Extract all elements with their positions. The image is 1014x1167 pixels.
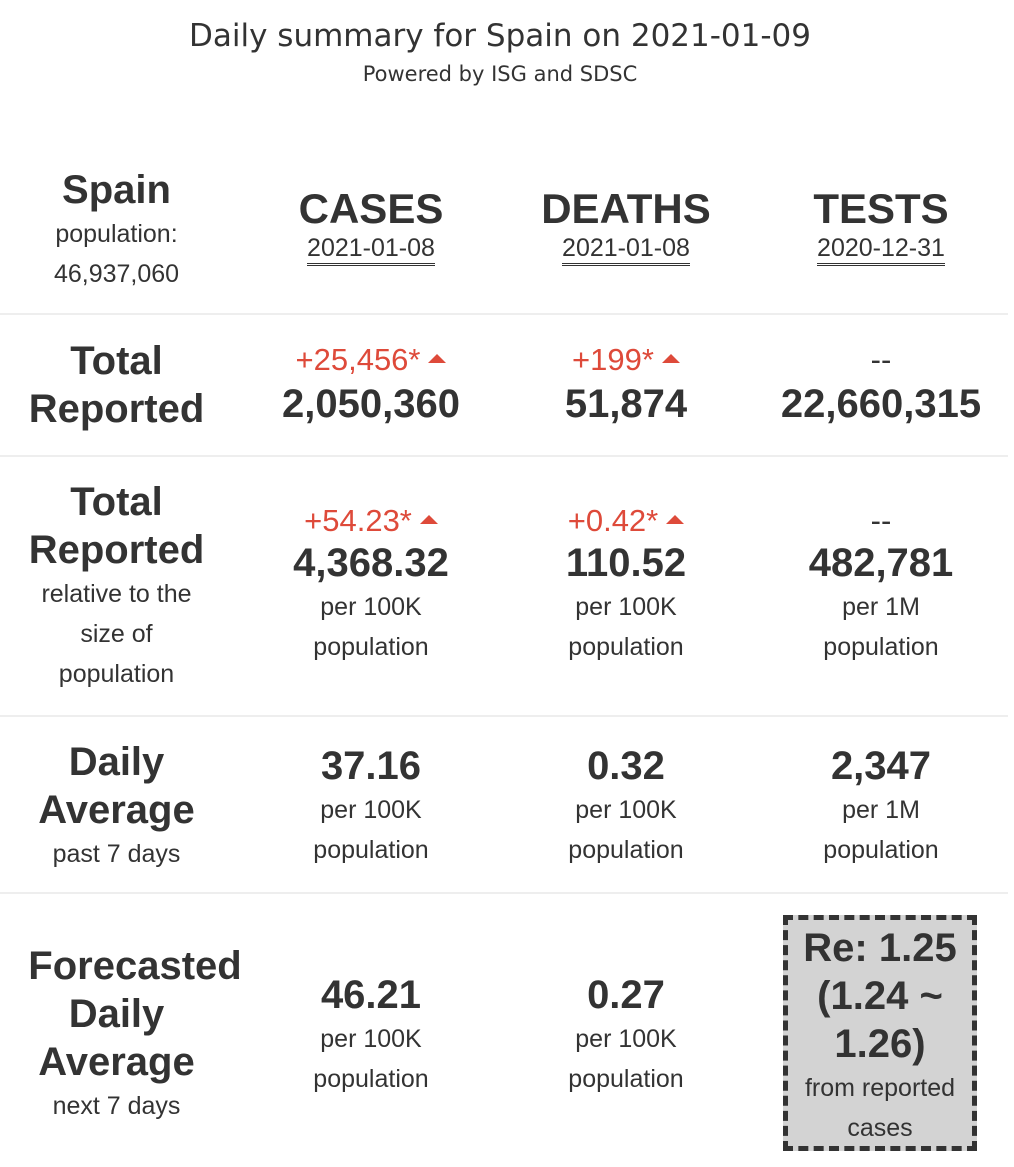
daily-row-label: Daily Average past 7 days [38,740,195,868]
total-tests-value: 22,660,315 [780,382,982,426]
cases-date-link[interactable]: 2021-01-08 [307,233,435,266]
region-header: Spain population: 46,937,060 [0,166,233,294]
re-value: Re: 1.25 [803,926,957,970]
relative-deaths-cell: +0.42* 110.52 per 100K population [499,503,753,667]
region-population: 46,937,060 [53,260,180,288]
forecast-row-label: Forecasted [28,944,242,988]
relative-tests-cell: -- 482,781 per 1M population [753,503,1009,667]
cases-header: CASES [298,185,444,232]
re-interval-start: (1.24 ~ [817,974,943,1018]
relative-tests-delta: -- [870,503,892,538]
tests-date-link[interactable]: 2020-12-31 [817,233,945,266]
page-title: Daily summary for Spain on 2021-01-09 [189,18,811,54]
increase-arrow-icon [428,354,447,364]
total-tests-cell: -- 22,660,315 [753,342,1009,428]
re-caption: from reported [804,1074,956,1102]
relative-cases-cell: +54.23* 4,368.32 per 100K population [243,503,499,667]
forecast-deaths-cell: 0.27 per 100K population [499,971,753,1099]
increase-arrow-icon [419,515,438,525]
total-deaths-value: 51,874 [564,382,688,426]
deaths-date-link[interactable]: 2021-01-08 [562,233,690,266]
row-divider [0,892,1008,894]
total-cases-cell: +25,456* 2,050,360 [243,342,499,428]
total-tests-delta: -- [870,342,892,377]
forecast-deaths-value: 0.27 [587,973,665,1017]
increase-arrow-icon [661,354,680,364]
relative-tests-value: 482,781 [808,541,954,585]
total-cases-value: 2,050,360 [282,382,460,426]
total-cases-delta: +25,456* [243,342,499,378]
forecast-cases-cell: 46.21 per 100K population [243,971,499,1099]
row-divider [0,313,1008,315]
relative-cases-delta: +54.23* [243,503,499,539]
daily-deaths-cell: 0.32 per 100K population [499,742,753,870]
relative-deaths-delta: +0.42* [499,503,753,539]
forecast-row-label-rest: Daily Average next 7 days [38,992,195,1120]
row-divider [0,455,1008,457]
region-name: Spain [62,168,171,212]
region-population-label: population: [55,220,178,248]
deaths-column-header: DEATHS 2021-01-08 [499,185,753,266]
relative-deaths-value: 110.52 [565,541,687,585]
tests-header: TESTS [813,185,949,232]
daily-tests-cell: 2,347 per 1M population [753,742,1009,870]
forecast-cases-value: 46.21 [320,973,422,1017]
total-deaths-delta: +199* [499,342,753,378]
daily-tests-value: 2,347 [830,744,932,788]
re-caption-2: cases [847,1114,913,1142]
cases-column-header: CASES 2021-01-08 [243,185,499,266]
re-interval-end: 1.26) [834,1022,926,1066]
total-deaths-cell: +199* 51,874 [499,342,753,428]
total-row-label: Total Reported [28,339,205,431]
row-divider [0,715,1008,717]
re-estimate-box: Re: 1.25 (1.24 ~ 1.26) from reported cas… [783,915,977,1151]
relative-cases-value: 4,368.32 [293,541,449,585]
deaths-header: DEATHS [541,185,711,232]
page-subtitle: Powered by ISG and SDSC [362,62,638,86]
daily-cases-value: 37.16 [320,744,422,788]
daily-deaths-value: 0.32 [587,744,665,788]
increase-arrow-icon [666,515,685,525]
relative-row-label: Total Reported relative to the size of p… [28,480,205,688]
daily-cases-cell: 37.16 per 100K population [243,742,499,870]
tests-column-header: TESTS 2020-12-31 [753,185,1009,266]
